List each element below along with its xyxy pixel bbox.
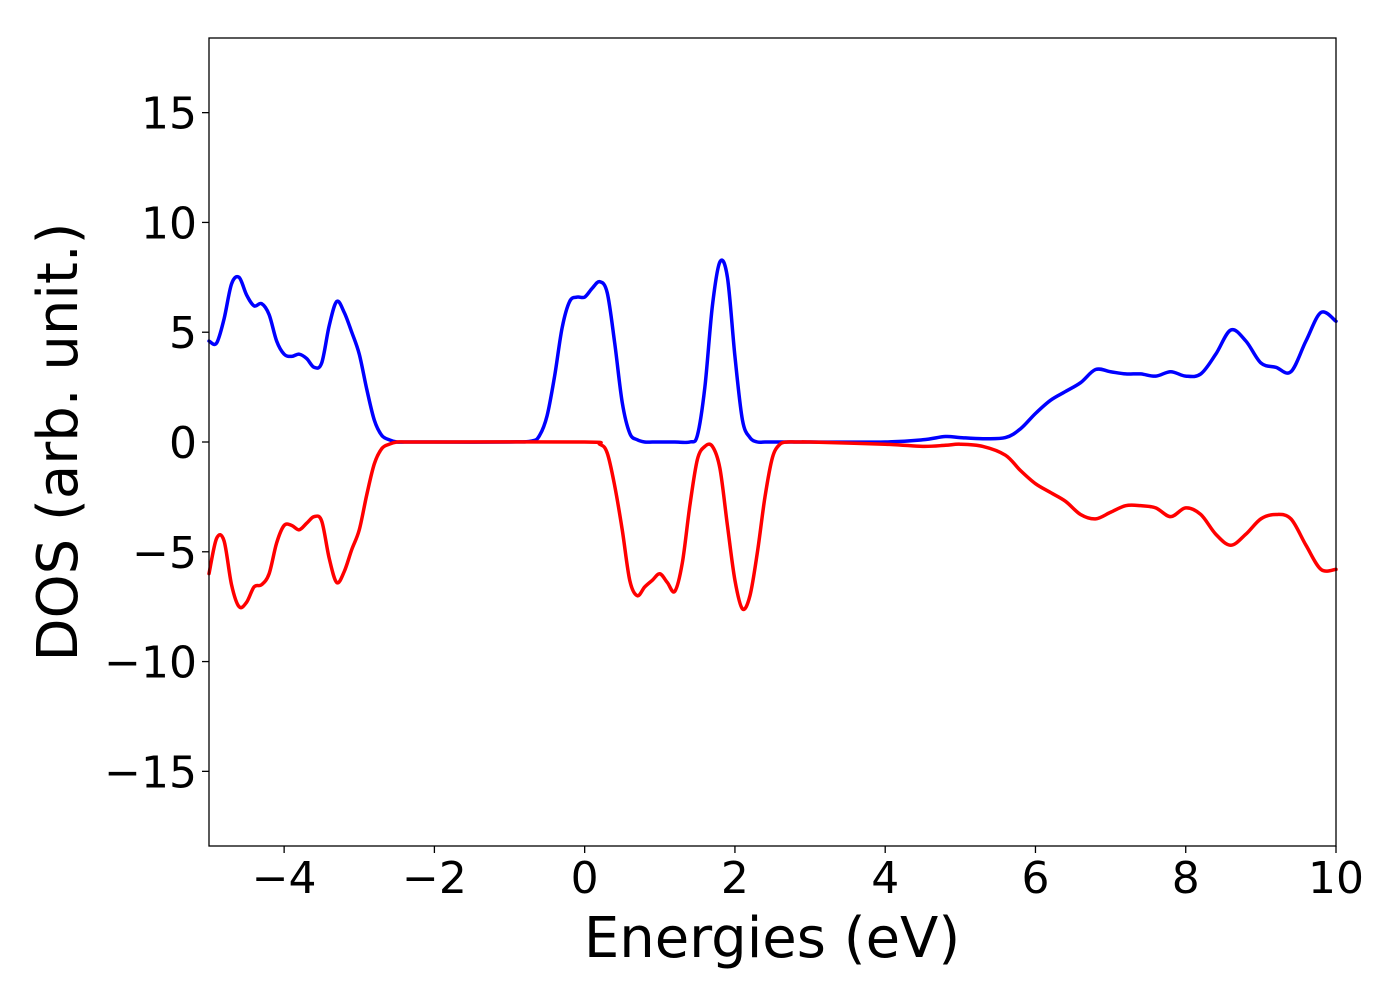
y-tick-label: −10 [104, 638, 197, 689]
x-tick-label: 2 [721, 853, 749, 904]
y-tick-label: 5 [169, 308, 197, 359]
y-tick-label: 15 [141, 89, 197, 140]
x-tick-label: −4 [252, 853, 317, 904]
y-tick-label: 0 [169, 418, 197, 469]
x-tick-label: 0 [571, 853, 599, 904]
y-axis: −15 −10 −5 0 5 10 15 [104, 89, 209, 798]
x-tick-label: 10 [1308, 853, 1364, 904]
y-tick-label: 10 [141, 198, 197, 249]
x-tick-label: −2 [402, 853, 467, 904]
y-tick-label: −5 [132, 528, 197, 579]
series-line-2 [207, 440, 1338, 612]
y-axis-label: DOS (arb. unit.) [26, 222, 91, 661]
plot-area [207, 258, 1338, 612]
x-tick-label: 8 [1172, 853, 1200, 904]
series-line-1 [207, 258, 1338, 445]
y-tick-label: −15 [104, 747, 197, 798]
x-axis: −4 −2 0 2 4 6 8 10 [252, 846, 1364, 904]
x-axis-label: Energies (eV) [584, 906, 960, 971]
x-tick-label: 6 [1021, 853, 1049, 904]
x-tick-label: 4 [871, 853, 899, 904]
